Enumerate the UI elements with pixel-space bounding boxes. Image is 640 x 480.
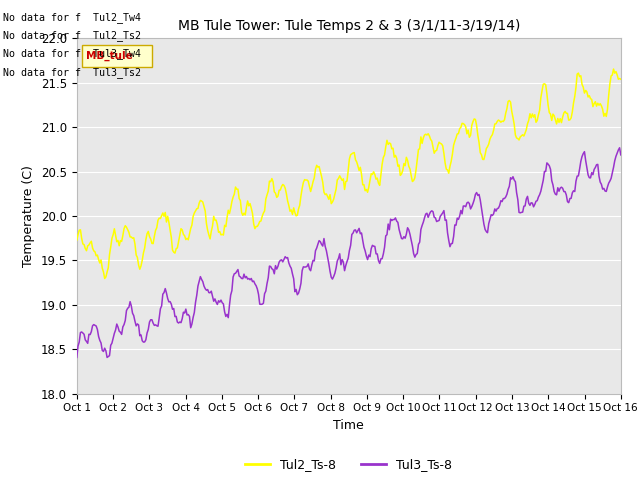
Y-axis label: Temperature (C): Temperature (C) — [22, 165, 35, 267]
Title: MB Tule Tower: Tule Temps 2 & 3 (3/1/11-3/19/14): MB Tule Tower: Tule Temps 2 & 3 (3/1/11-… — [178, 19, 520, 33]
Text: No data for f  Tul2_Ts2: No data for f Tul2_Ts2 — [3, 30, 141, 41]
Text: No data for f  Tul3_Ts2: No data for f Tul3_Ts2 — [3, 67, 141, 78]
Legend: Tul2_Ts-8, Tul3_Ts-8: Tul2_Ts-8, Tul3_Ts-8 — [240, 453, 458, 476]
Text: No data for f  Tul3_Tw4: No data for f Tul3_Tw4 — [3, 48, 141, 60]
Text: No data for f  Tul2_Tw4: No data for f Tul2_Tw4 — [3, 12, 141, 23]
FancyBboxPatch shape — [82, 45, 152, 67]
Text: MB_tule: MB_tule — [86, 51, 133, 61]
X-axis label: Time: Time — [333, 419, 364, 432]
